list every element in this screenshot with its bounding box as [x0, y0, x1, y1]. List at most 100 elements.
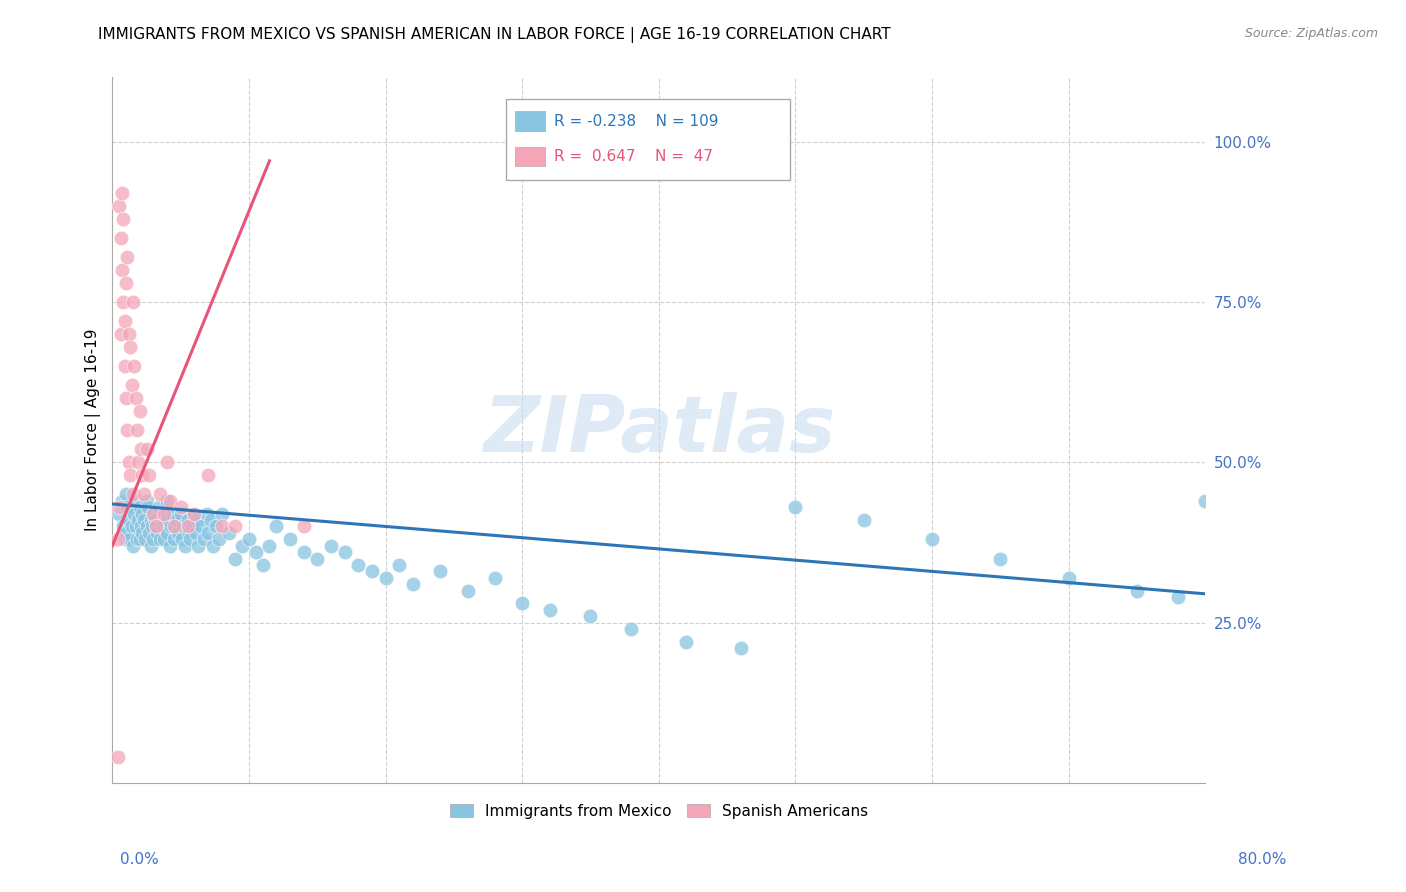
Point [143, 513, 166, 527]
Point [138, 525, 160, 540]
Point [118, 326, 141, 341]
Point [142, 507, 165, 521]
Point [125, 493, 148, 508]
Point [180, 519, 202, 533]
Text: IMMIGRANTS FROM MEXICO VS SPANISH AMERICAN IN LABOR FORCE | AGE 16-19 CORRELATIO: IMMIGRANTS FROM MEXICO VS SPANISH AMERIC… [98, 27, 891, 43]
Point [121, 378, 143, 392]
Point [108, 199, 131, 213]
FancyBboxPatch shape [506, 99, 790, 180]
Point [156, 525, 179, 540]
Point [129, 519, 152, 533]
Point [115, 276, 138, 290]
Point [165, 519, 187, 533]
Point [429, 565, 451, 579]
Point [115, 391, 138, 405]
Point [135, 519, 157, 533]
Point [112, 211, 135, 226]
Point [111, 186, 134, 200]
Point [852, 513, 875, 527]
Point [134, 533, 156, 547]
Point [152, 519, 174, 533]
Point [231, 539, 253, 553]
Point [127, 455, 149, 469]
Point [148, 500, 170, 515]
Point [170, 507, 193, 521]
Point [162, 507, 184, 521]
Point [129, 442, 152, 457]
Point [190, 519, 212, 533]
Point [138, 468, 160, 483]
Point [163, 533, 186, 547]
Point [135, 442, 157, 457]
Point [218, 525, 240, 540]
Point [117, 423, 139, 437]
Point [292, 545, 315, 559]
Point [579, 609, 602, 624]
Point [266, 519, 288, 533]
Point [184, 525, 207, 540]
Point [110, 231, 132, 245]
Point [122, 539, 145, 553]
Point [195, 507, 218, 521]
Point [141, 519, 163, 533]
Point [173, 539, 195, 553]
Point [131, 525, 153, 540]
Point [211, 519, 233, 533]
Point [142, 533, 165, 547]
Point [124, 519, 146, 533]
Point [132, 487, 155, 501]
Point [157, 513, 180, 527]
Point [259, 539, 281, 553]
Point [160, 519, 183, 533]
Point [128, 533, 150, 547]
Point [146, 525, 169, 540]
Point [122, 295, 145, 310]
Point [224, 519, 246, 533]
Point [319, 539, 342, 553]
Point [145, 519, 167, 533]
Point [135, 493, 157, 508]
Point [149, 487, 172, 501]
Point [159, 493, 181, 508]
Point [177, 525, 200, 540]
Point [120, 340, 142, 354]
Point [159, 539, 181, 553]
Point [197, 468, 219, 483]
Point [921, 533, 943, 547]
Point [620, 622, 643, 636]
Point [127, 513, 149, 527]
Point [402, 577, 425, 591]
Point [150, 513, 173, 527]
Point [183, 507, 205, 521]
Point [484, 571, 506, 585]
Point [333, 545, 356, 559]
Text: R =  0.647    N =  47: R = 0.647 N = 47 [554, 149, 713, 164]
Point [278, 533, 301, 547]
Point [118, 513, 141, 527]
Legend: Immigrants from Mexico, Spanish Americans: Immigrants from Mexico, Spanish American… [443, 797, 875, 825]
Y-axis label: In Labor Force | Age 16-19: In Labor Force | Age 16-19 [86, 329, 101, 532]
Text: Source: ZipAtlas.com: Source: ZipAtlas.com [1244, 27, 1378, 40]
Point [205, 519, 228, 533]
Text: R = -0.238    N = 109: R = -0.238 N = 109 [554, 113, 718, 128]
Point [142, 507, 165, 521]
Point [108, 507, 131, 521]
Point [1057, 571, 1080, 585]
Point [131, 507, 153, 521]
Point [730, 641, 752, 656]
Point [120, 468, 142, 483]
Point [117, 250, 139, 264]
Point [156, 455, 179, 469]
Point [457, 583, 479, 598]
Point [121, 519, 143, 533]
Point [111, 493, 134, 508]
FancyBboxPatch shape [515, 146, 546, 166]
Point [179, 533, 201, 547]
Point [202, 539, 225, 553]
Point [1126, 583, 1149, 598]
Point [122, 500, 145, 515]
Point [988, 551, 1011, 566]
Point [292, 519, 315, 533]
Point [388, 558, 411, 572]
Point [238, 533, 260, 547]
